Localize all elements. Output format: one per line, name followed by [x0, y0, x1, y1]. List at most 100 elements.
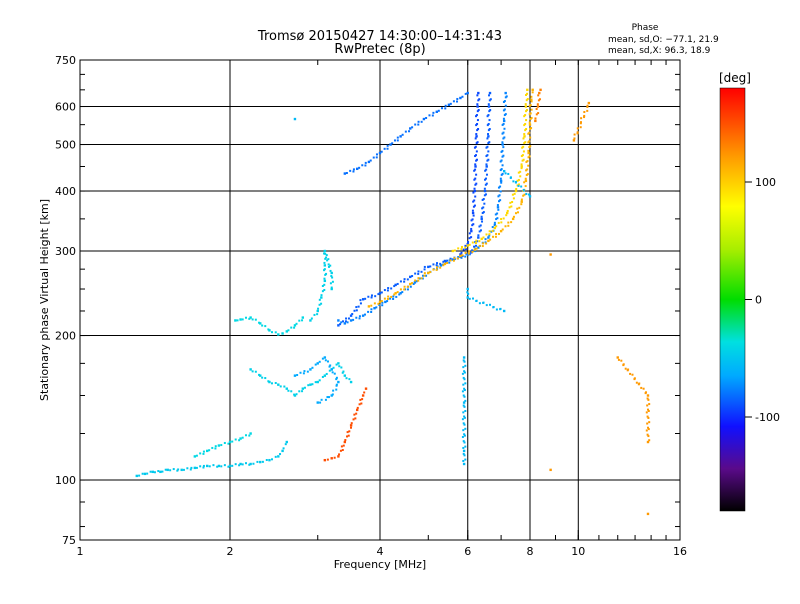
- data-point: [435, 110, 438, 113]
- data-point: [449, 102, 452, 105]
- data-point: [347, 434, 350, 437]
- data-point: [357, 305, 360, 308]
- data-point: [409, 282, 412, 286]
- data-point: [478, 230, 481, 233]
- data-point: [463, 378, 466, 381]
- data-point: [477, 128, 480, 131]
- phase-line-o: mean, sd,O: −77.1, 21.9: [608, 35, 719, 45]
- data-point: [525, 128, 528, 131]
- data-point: [387, 287, 390, 290]
- data-point: [404, 130, 407, 133]
- data-point: [502, 131, 505, 134]
- data-point: [451, 249, 455, 253]
- data-point: [522, 158, 525, 161]
- data-point: [323, 288, 326, 291]
- data-point: [343, 440, 347, 444]
- data-point: [633, 378, 636, 381]
- data-point: [463, 395, 466, 398]
- data-point: [462, 459, 465, 462]
- chart-subtitle: RwPretec (8p): [334, 42, 425, 57]
- data-point: [249, 368, 252, 371]
- x-tick-label: 16: [673, 545, 687, 558]
- data-point: [285, 330, 288, 333]
- data-point: [514, 189, 518, 193]
- data-point: [208, 465, 211, 468]
- data-point: [482, 198, 485, 201]
- data-point: [436, 262, 439, 265]
- data-point: [330, 368, 333, 371]
- data-point: [473, 189, 477, 193]
- data-point: [462, 404, 465, 407]
- data-point: [352, 168, 355, 171]
- data-point: [476, 94, 479, 97]
- data-point: [549, 253, 552, 256]
- data-point: [373, 302, 376, 305]
- data-point: [399, 135, 402, 138]
- data-point: [422, 117, 426, 121]
- data-point: [277, 383, 280, 386]
- data-point: [359, 398, 362, 401]
- data-point: [473, 199, 476, 202]
- data-point: [358, 166, 361, 169]
- data-point: [252, 462, 255, 465]
- data-point: [502, 119, 506, 123]
- data-point: [468, 243, 471, 246]
- data-point: [505, 211, 509, 215]
- x-axis-label: Frequency [MHz]: [334, 558, 426, 571]
- data-point: [514, 212, 517, 215]
- data-points: [135, 88, 651, 516]
- data-point: [323, 458, 327, 462]
- data-point: [463, 360, 466, 363]
- data-point: [314, 381, 317, 384]
- data-point: [248, 463, 251, 466]
- data-point: [195, 466, 198, 469]
- data-point: [309, 368, 312, 371]
- data-point: [460, 245, 463, 248]
- data-point: [488, 234, 491, 237]
- data-point: [323, 277, 326, 280]
- data-point: [472, 205, 475, 208]
- data-point: [466, 244, 469, 247]
- data-point: [484, 183, 487, 186]
- data-point: [345, 317, 348, 320]
- data-point: [409, 127, 412, 130]
- data-point: [361, 298, 365, 301]
- data-point: [356, 406, 359, 409]
- x-tick-label: 6: [464, 545, 471, 558]
- data-point: [353, 413, 356, 416]
- data-point: [509, 176, 512, 179]
- data-point: [482, 301, 485, 304]
- data-point: [320, 398, 323, 401]
- data-point: [394, 283, 397, 287]
- data-point: [616, 356, 619, 359]
- data-point: [467, 292, 470, 295]
- data-point: [506, 209, 509, 212]
- data-point: [350, 426, 353, 429]
- data-point: [417, 270, 420, 273]
- data-point: [378, 303, 381, 306]
- data-point: [389, 297, 392, 300]
- data-point: [528, 123, 532, 126]
- data-point: [485, 242, 488, 245]
- data-point: [487, 239, 490, 243]
- data-point: [646, 404, 649, 407]
- data-point: [463, 434, 466, 437]
- data-point: [422, 274, 425, 277]
- data-point: [448, 261, 451, 264]
- data-point: [408, 130, 411, 133]
- data-point: [375, 156, 378, 159]
- data-point: [525, 109, 528, 112]
- data-point: [487, 236, 490, 239]
- data-point: [223, 441, 226, 444]
- data-point: [519, 175, 522, 178]
- data-point: [228, 440, 232, 444]
- data-point: [583, 111, 586, 114]
- data-point: [474, 145, 477, 148]
- data-point: [468, 232, 471, 235]
- data-point: [485, 163, 488, 166]
- data-point: [149, 470, 152, 473]
- data-point: [462, 429, 465, 432]
- data-point: [425, 274, 428, 277]
- data-point: [442, 260, 445, 263]
- data-point: [482, 236, 485, 239]
